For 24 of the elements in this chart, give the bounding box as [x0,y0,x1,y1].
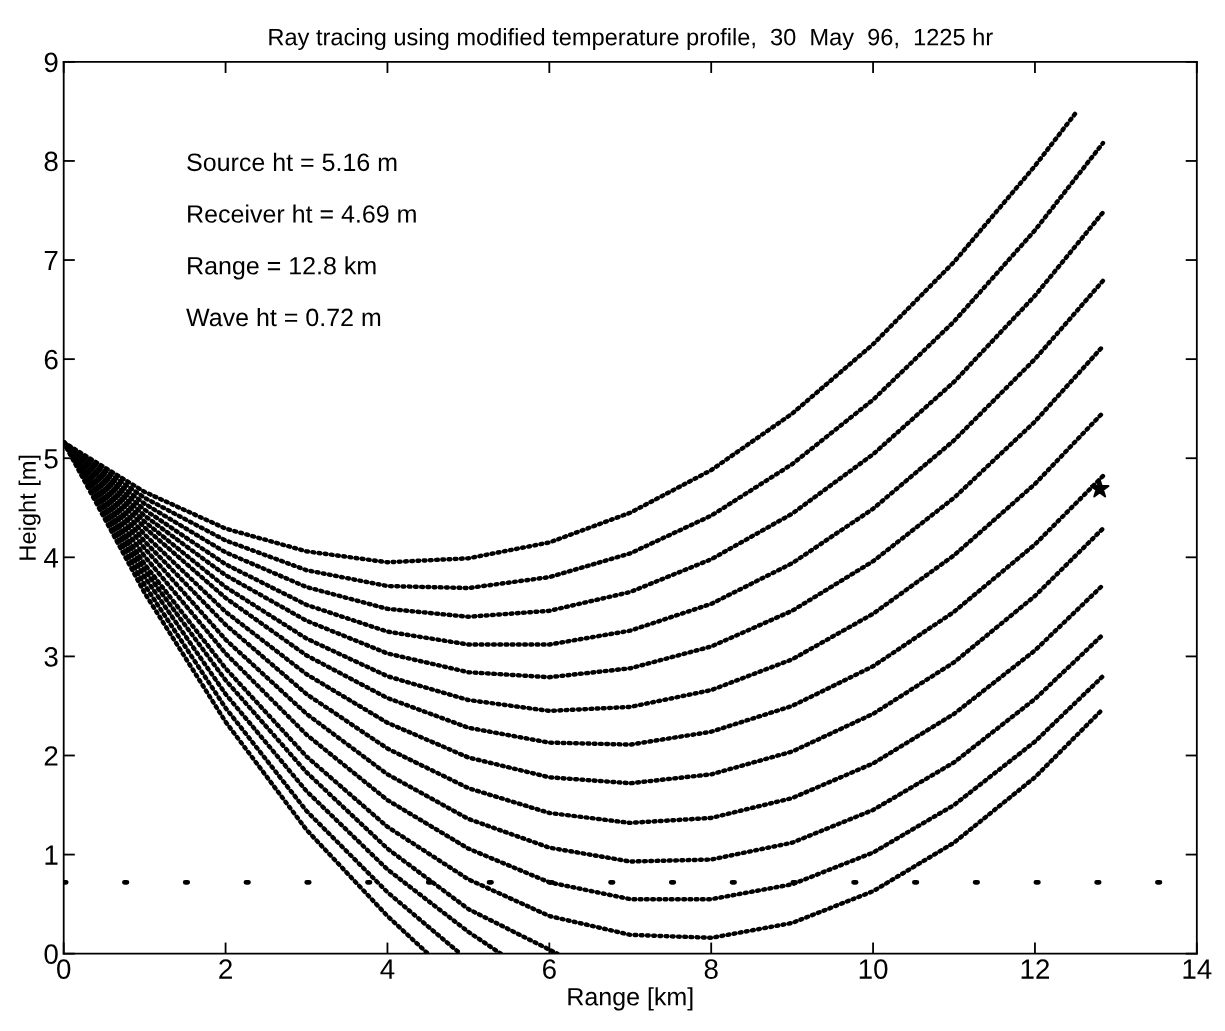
y-tick-label: 1 [45,845,58,865]
y-tick-label: 9 [44,52,58,73]
x-axis-title: Range [km] [568,987,693,1011]
y-tick-label: 0 [44,944,58,965]
y-tick-label: 5 [44,449,58,469]
y-tick-label: 7 [44,251,58,271]
y-tick-label: 2 [44,746,58,766]
annotation: Source ht = 5.16 m [187,152,397,172]
annotation: Receiver ht = 4.69 m [188,204,416,223]
chart-title: Ray tracing using modified temperature profile, 30 May 96, 1225 hr [269,28,993,51]
x-tick-label: 2 [219,959,232,979]
y-tick-label: 4 [44,548,59,568]
x-tick-label: 8 [704,959,718,979]
y-tick-label: 6 [44,349,58,370]
x-tick-label: 14 [1183,959,1212,979]
x-tick-label: 6 [543,959,556,979]
x-tick-label: 12 [1021,959,1050,979]
y-tick-label: 8 [44,151,58,172]
annotation: Range = 12.8 km [188,256,376,280]
x-tick-label: 4 [380,959,395,979]
y-axis-title: Height [m] [18,455,41,560]
annotation: Wave ht = 0.72 m [186,307,381,327]
y-tick-label: 3 [44,647,58,667]
x-tick-label: 10 [859,959,888,979]
